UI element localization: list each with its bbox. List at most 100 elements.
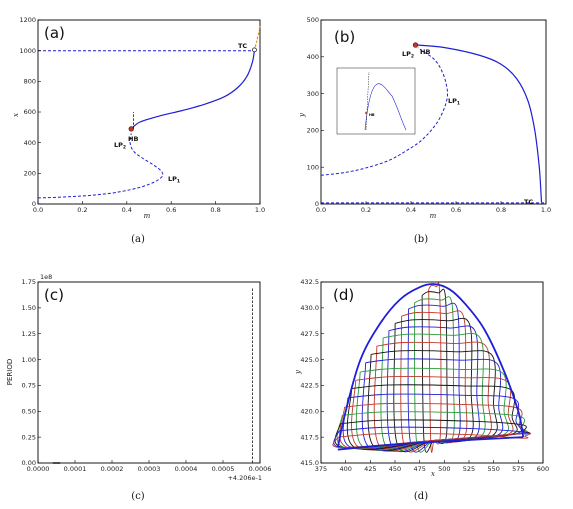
x-axis-label-d: x [431, 470, 435, 478]
x-tick-label: 0.0004 [175, 465, 198, 473]
caption-c: (c) [131, 491, 145, 502]
x-tick-label: 450 [389, 465, 401, 473]
series-line [37, 133, 164, 199]
series-line [253, 26, 261, 51]
limit-cycle [400, 310, 468, 453]
y-tick-label: 0 [315, 200, 319, 208]
y-tick-label: 432.5 [300, 278, 319, 286]
x-tick-label: 0.0001 [64, 465, 87, 473]
x-tick-label: 1.0 [541, 206, 551, 214]
panel-a: 0.0 0.2 0.4 0.6 0.8 1.0020040060080010001200 … [12, 16, 265, 245]
inset-curve [364, 83, 407, 131]
annotation-lp2-a: LP2 [114, 141, 126, 151]
x-tick-label: 375 [315, 465, 327, 473]
plot-area-d [332, 282, 532, 453]
x-tick-label: 0.2 [361, 206, 371, 214]
inset-b: HB [336, 67, 416, 135]
x-tick-label: 0.0005 [212, 465, 235, 473]
annotation-lp1-b: LP1 [448, 97, 460, 107]
x-tick-label: 575 [512, 465, 524, 473]
inset-hb-point [365, 112, 367, 114]
y-axis-label-a: x [12, 113, 20, 117]
annotation-hb-b: HB [420, 48, 430, 56]
panel-b: 0.0 0.2 0.4 0.6 0.8 1.0 0 100 200 300 400 500 (b) m… [298, 16, 551, 245]
inset-frame [336, 67, 416, 135]
x-tick-label: 600 [537, 465, 549, 473]
x-tick-label: 0.0000 [27, 465, 50, 473]
point-tc [252, 47, 257, 53]
y-tick-label: 400 [307, 53, 319, 61]
ticks-a: 0.0 0.2 0.4 0.6 0.8 1.0 0 200 400 600 800 1000 1200 [19, 16, 265, 214]
y-tick-label: 1.25 [22, 330, 36, 338]
y-tick-label: 422.5 [300, 382, 319, 390]
series-line [130, 50, 255, 130]
x-tick-label: 1.0 [255, 206, 265, 214]
y-tick-label: 1000 [19, 47, 36, 55]
y-tick-label: 0.50 [22, 407, 36, 415]
ticks-c: 0.0000 0.0001 0.0002 0.0003 0.0004 0.0005 0.00… [22, 278, 272, 473]
x-tick-label: 400 [339, 465, 351, 473]
y-axis-label-b: y [298, 112, 306, 118]
y-tick-label: 1.75 [22, 278, 36, 286]
series-line [320, 47, 449, 176]
annotation-lp2-b: LP2 [402, 50, 414, 60]
y-scale-note-c: 1e8 [40, 273, 52, 281]
y-tick-label: 200 [24, 170, 36, 178]
point-hb [412, 42, 419, 48]
x-tick-label: 0.4 [406, 206, 416, 214]
plot-area-c [52, 287, 253, 464]
x-tick-label: 0.6 [166, 206, 176, 214]
y-tick-label: 300 [307, 90, 319, 98]
inset-dashed-line [365, 71, 370, 131]
panel-label-b: (b) [334, 28, 355, 46]
panel-label-a: (a) [44, 24, 65, 42]
x-tick-label: 0.0002 [101, 465, 124, 473]
x-tick-label: 0.6 [451, 206, 461, 214]
y-axis-label-d: y [294, 369, 302, 375]
y-tick-label: 600 [24, 108, 36, 116]
x-tick-label: 500 [438, 465, 450, 473]
outer-envelope [336, 283, 525, 448]
x-tick-label: 0.4 [122, 206, 132, 214]
plot-area-a [37, 26, 261, 199]
x-offset-label-c: +4.206e-1 [227, 474, 262, 482]
y-tick-label: 800 [24, 78, 36, 86]
x-tick-label: 525 [463, 465, 475, 473]
y-tick-label: 425.0 [300, 356, 319, 364]
caption-d: (d) [414, 491, 428, 502]
x-tick-label: 0.0 [33, 206, 43, 214]
x-tick-label: 0.0 [316, 206, 326, 214]
y-axis-label-c: PERIOD [6, 359, 14, 385]
x-tick-label: 0.8 [496, 206, 506, 214]
axes-frame-d [320, 281, 544, 464]
annotation-lp1-a: LP1 [168, 175, 180, 185]
y-tick-label: 1.00 [22, 356, 36, 364]
annotation-tc-a: TC [238, 42, 247, 50]
y-tick-label: 415.0 [300, 459, 319, 467]
x-tick-label: 0.2 [77, 206, 87, 214]
y-tick-label: 200 [307, 127, 319, 135]
y-tick-label: 500 [307, 16, 319, 24]
y-tick-label: 427.5 [300, 330, 319, 338]
y-tick-label: 430.0 [300, 304, 319, 312]
plot-area-b [320, 42, 546, 204]
x-tick-label: 0.8 [210, 206, 220, 214]
x-tick-label: 475 [413, 465, 425, 473]
y-tick-label: 0.75 [22, 382, 36, 390]
y-tick-label: 0.00 [22, 459, 36, 467]
x-tick-label: 0.0003 [138, 465, 161, 473]
series-line [417, 44, 543, 203]
axes-frame-b [320, 19, 547, 205]
y-tick-label: 0.25 [22, 433, 36, 441]
limit-cycle [342, 393, 522, 450]
caption-a: (a) [131, 234, 145, 245]
limit-cycle [332, 432, 532, 448]
limit-cycle [339, 402, 526, 450]
axes-frame-a [37, 19, 261, 205]
panel-label-d: (d) [333, 286, 354, 304]
panel-label-c: (c) [44, 286, 64, 304]
point-hb [128, 126, 134, 132]
annotation-tc-b: TC [524, 198, 533, 206]
inset-hb-label: HB [369, 113, 375, 117]
